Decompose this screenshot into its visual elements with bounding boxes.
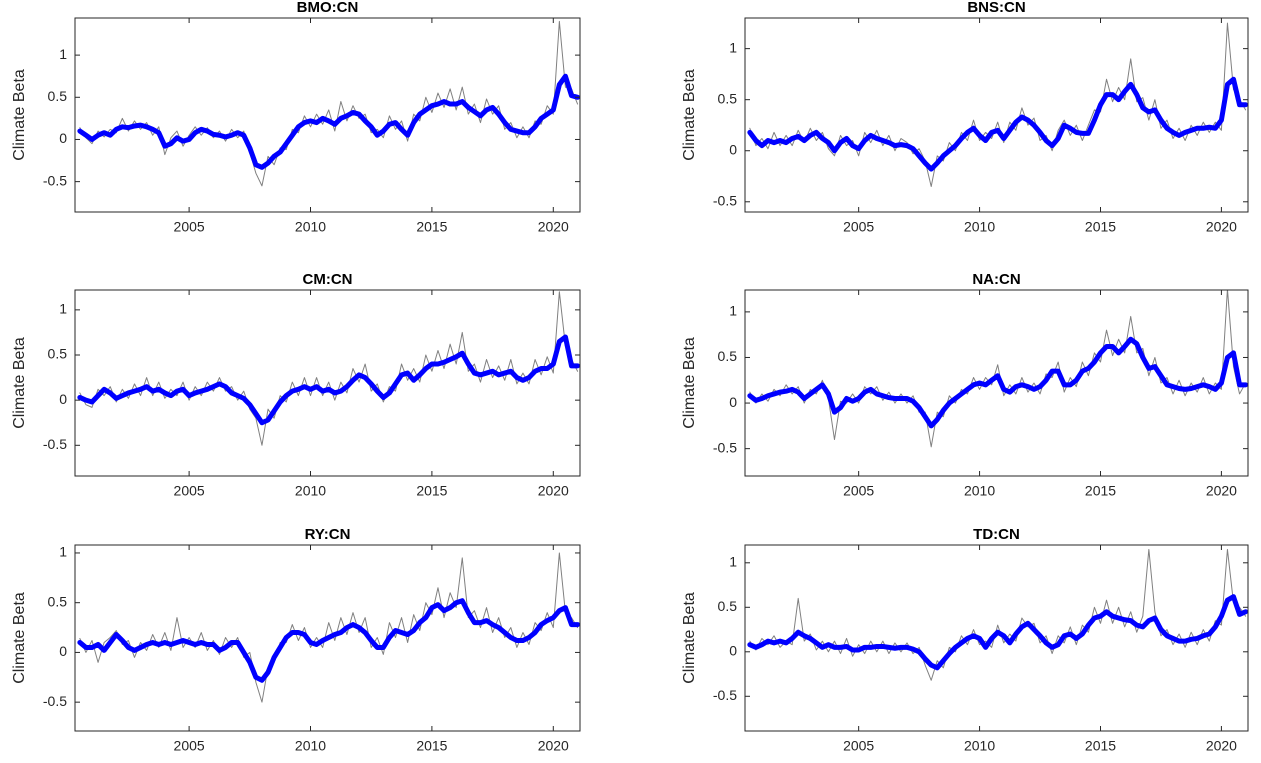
plot-lines (747, 548, 1248, 681)
axes-box (744, 17, 1249, 213)
y-tick-label: -0.5 (713, 192, 737, 208)
x-tick-label: 2020 (538, 219, 569, 235)
x-tick-label: 2020 (1206, 483, 1237, 499)
y-tick-label: -0.5 (43, 436, 67, 452)
smoothed-line (747, 594, 1248, 671)
y-tick-label: 0 (729, 394, 737, 410)
x-tick-label: 2015 (416, 738, 447, 754)
y-tick-label: 0.5 (48, 593, 68, 609)
y-tick-label: 0 (729, 642, 737, 658)
y-tick-label: 0.5 (718, 598, 738, 614)
x-tick-label: 2010 (964, 219, 995, 235)
y-tick-label: -0.5 (713, 687, 737, 703)
x-tick-label: 2015 (1085, 483, 1116, 499)
y-axis-label: Climate Beta (681, 592, 698, 684)
axes-box (744, 289, 1249, 477)
subplot-title: RY:CN (305, 526, 351, 543)
x-tick-label: 2015 (416, 219, 447, 235)
subplot: CM:CN Climate Beta -0.5 0 0.5 1 2005 2010 2015 20… (11, 271, 581, 499)
subplot-title: NA:CN (972, 271, 1020, 288)
subplot: RY:CN Climate Beta -0.5 0 0.5 1 2005 2010 2015 20… (11, 526, 581, 754)
y-tick-label: 0.5 (48, 88, 68, 104)
x-tick-label: 2010 (964, 738, 995, 754)
y-tick-label: 1 (729, 39, 737, 55)
axes-box (74, 17, 581, 213)
x-tick-label: 2005 (843, 738, 874, 754)
subplot: BNS:CN Climate Beta -0.5 0 0.5 1 2005 2010 2015 2… (681, 0, 1249, 235)
x-tick-label: 2010 (964, 483, 995, 499)
x-tick-label: 2015 (1085, 738, 1116, 754)
x-tick-label: 2020 (538, 483, 569, 499)
x-tick-label: 2020 (1206, 219, 1237, 235)
x-tick-label: 2020 (538, 738, 569, 754)
y-tick-label: 0 (729, 141, 737, 157)
subplot-title: CM:CN (303, 271, 353, 288)
y-tick-label: 1 (59, 544, 67, 560)
x-tick-label: 2020 (1206, 738, 1237, 754)
y-tick-label: -0.5 (43, 693, 67, 709)
y-tick-label: 1 (59, 301, 67, 317)
smoothed-line (77, 598, 580, 683)
y-axis-label: Climate Beta (681, 337, 698, 429)
axes-box (74, 289, 581, 477)
y-axis-label: Climate Beta (11, 337, 28, 429)
x-tick-label: 2010 (295, 219, 326, 235)
y-axis-label: Climate Beta (11, 69, 28, 161)
subplot: NA:CN Climate Beta -0.5 0 0.5 1 2005 2010 2015 20… (681, 271, 1249, 499)
plot-lines (77, 552, 580, 703)
x-tick-label: 2015 (416, 483, 447, 499)
smoothed-line (747, 76, 1248, 172)
subplot-title: BMO:CN (297, 0, 359, 16)
y-tick-label: -0.5 (713, 439, 737, 455)
y-tick-label: 0 (59, 130, 67, 146)
y-tick-label: -0.5 (43, 172, 67, 188)
subplot: TD:CN Climate Beta -0.5 0 0.5 1 2005 2010 2015 20… (681, 526, 1249, 754)
plot-lines (747, 290, 1248, 448)
smoothed-line (747, 336, 1248, 429)
plot-lines (747, 22, 1248, 187)
x-tick-label: 2005 (843, 219, 874, 235)
y-tick-label: 1 (59, 46, 67, 62)
plot-lines (77, 20, 580, 187)
y-tick-label: 1 (729, 554, 737, 570)
y-tick-label: 0.5 (48, 346, 68, 362)
y-tick-label: 0 (59, 643, 67, 659)
subplot-title: TD:CN (973, 526, 1020, 543)
smoothed-line (77, 73, 580, 170)
subplot: BMO:CN Climate Beta -0.5 0 0.5 1 2005 2010 2015 2… (11, 0, 581, 235)
smoothed-line (77, 334, 580, 426)
x-tick-label: 2005 (174, 219, 205, 235)
y-axis-label: Climate Beta (681, 69, 698, 161)
axes-box (74, 544, 581, 732)
x-tick-label: 2010 (295, 483, 326, 499)
x-tick-label: 2005 (174, 483, 205, 499)
x-tick-label: 2005 (843, 483, 874, 499)
y-axis-label: Climate Beta (11, 592, 28, 684)
y-tick-label: 1 (729, 303, 737, 319)
plot-lines (77, 291, 580, 446)
x-tick-label: 2015 (1085, 219, 1116, 235)
subplot-title: BNS:CN (967, 0, 1025, 16)
x-tick-label: 2010 (295, 738, 326, 754)
y-tick-label: 0.5 (718, 348, 738, 364)
axes-box (744, 544, 1249, 732)
x-tick-label: 2005 (174, 738, 205, 754)
y-tick-label: 0 (59, 391, 67, 407)
y-tick-label: 0.5 (718, 90, 738, 106)
